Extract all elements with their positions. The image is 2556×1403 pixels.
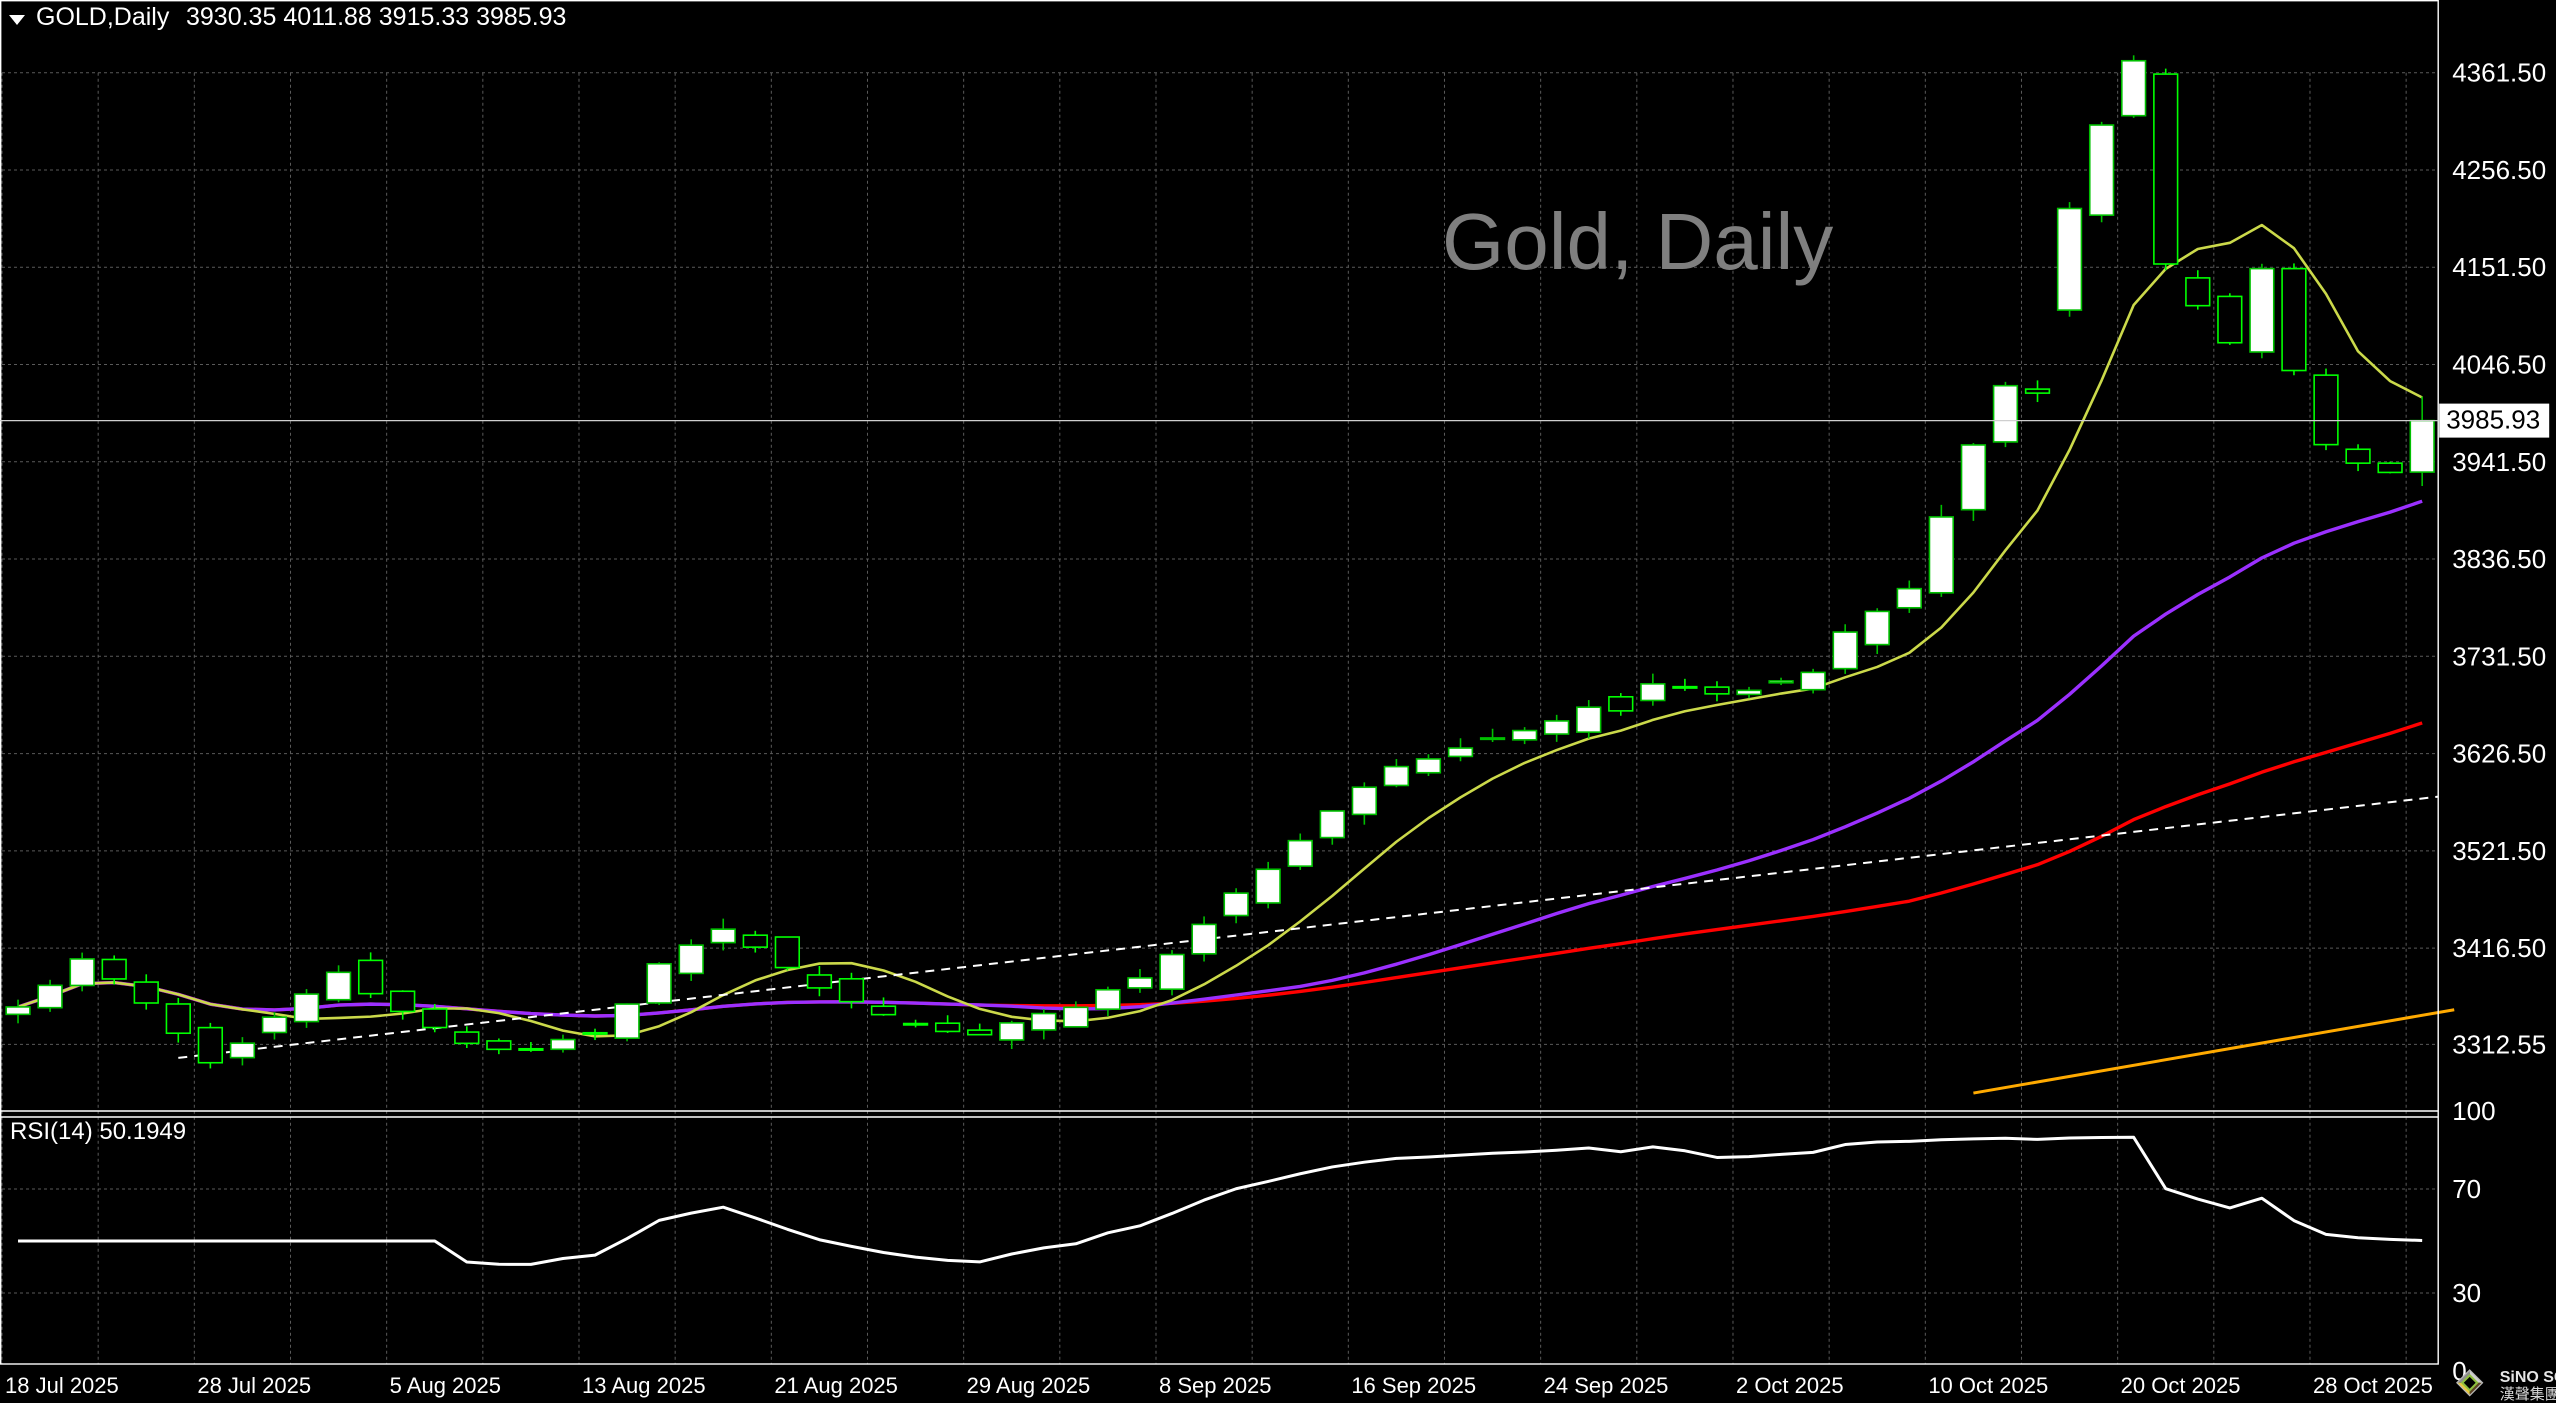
svg-text:SiNO SOUND: SiNO SOUND [2500,1369,2556,1386]
svg-text:24 Sep 2025: 24 Sep 2025 [1544,1373,1669,1398]
svg-text:18 Jul 2025: 18 Jul 2025 [5,1373,119,1398]
svg-text:3312.55: 3312.55 [2452,1029,2546,1059]
svg-text:RSI(14) 50.1949: RSI(14) 50.1949 [10,1118,186,1145]
svg-text:3626.50: 3626.50 [2452,739,2546,769]
svg-text:8 Sep 2025: 8 Sep 2025 [1159,1373,1272,1398]
svg-text:29 Aug 2025: 29 Aug 2025 [967,1373,1091,1398]
svg-text:10 Oct 2025: 10 Oct 2025 [1928,1373,2048,1398]
svg-text:4361.50: 4361.50 [2452,58,2546,88]
svg-text:3941.50: 3941.50 [2452,447,2546,477]
svg-text:30: 30 [2452,1278,2481,1308]
svg-text:4256.50: 4256.50 [2452,155,2546,185]
svg-text:Gold, Daily: Gold, Daily [1442,197,1833,286]
svg-text:3985.93: 3985.93 [2446,405,2540,435]
svg-text:3731.50: 3731.50 [2452,641,2546,671]
svg-text:GOLD,Daily: GOLD,Daily [36,3,170,31]
svg-text:3521.50: 3521.50 [2452,836,2546,866]
svg-text:漢聲集團: 漢聲集團 [2500,1386,2556,1403]
svg-text:3836.50: 3836.50 [2452,544,2546,574]
svg-text:4151.50: 4151.50 [2452,252,2546,282]
svg-text:21 Aug 2025: 21 Aug 2025 [774,1373,898,1398]
svg-text:4046.50: 4046.50 [2452,350,2546,380]
svg-text:16 Sep 2025: 16 Sep 2025 [1351,1373,1476,1398]
svg-text:13 Aug 2025: 13 Aug 2025 [582,1373,706,1398]
svg-text:20 Oct 2025: 20 Oct 2025 [2121,1373,2241,1398]
svg-text:28 Jul 2025: 28 Jul 2025 [197,1373,311,1398]
svg-text:3416.50: 3416.50 [2452,933,2546,963]
svg-text:28 Oct 2025: 28 Oct 2025 [2313,1373,2433,1398]
svg-text:5 Aug 2025: 5 Aug 2025 [390,1373,501,1398]
svg-text:100: 100 [2452,1096,2495,1126]
svg-text:3930.35 4011.88 3915.33 3985.9: 3930.35 4011.88 3915.33 3985.93 [186,3,566,31]
svg-text:2 Oct 2025: 2 Oct 2025 [1736,1373,1844,1398]
svg-text:70: 70 [2452,1174,2481,1204]
